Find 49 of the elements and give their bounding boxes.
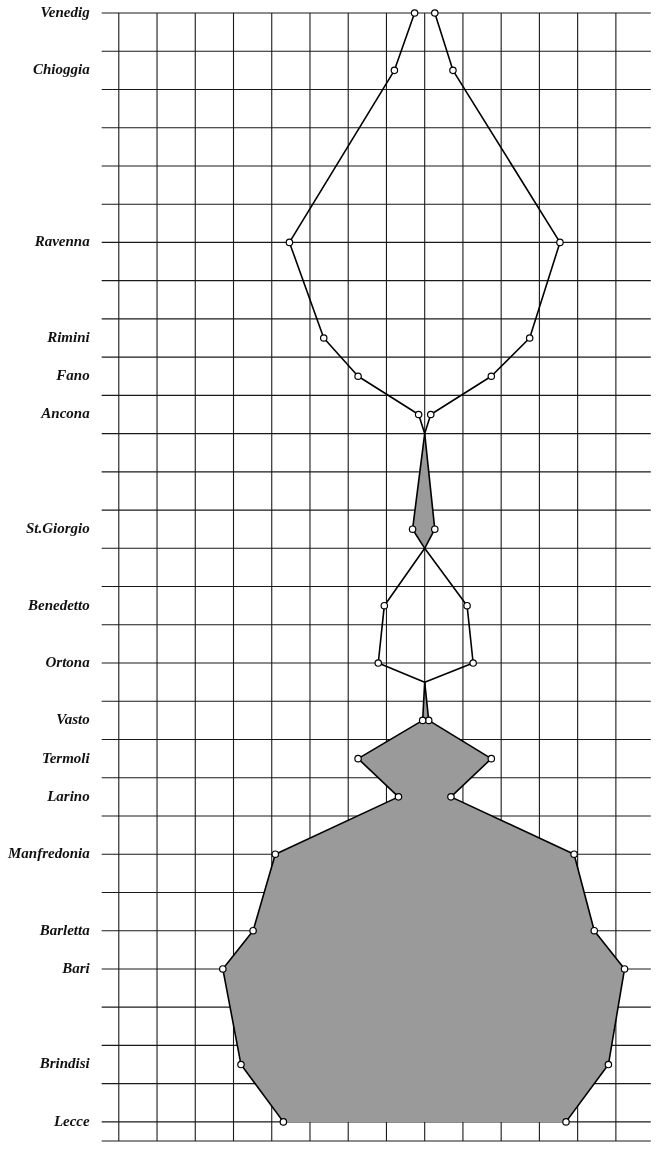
point [418,716,427,725]
y-tick-label: Venedig [40,3,91,20]
point [271,850,280,859]
point [525,334,534,342]
point [394,793,403,801]
y-tick-label: Brindisi [38,1055,91,1072]
point [426,410,435,419]
point [604,1060,613,1069]
point [279,1118,288,1126]
point [487,754,496,763]
point [590,926,599,935]
y-tick-label: Ravenna [33,233,91,250]
point [562,1118,570,1126]
point [430,9,439,17]
point [285,238,294,247]
point [414,410,423,419]
y-tick-label: Vasto [56,711,90,728]
point [424,716,433,725]
point [447,793,455,801]
point [487,372,496,381]
y-tick-label: Rimini [46,328,91,345]
point [354,754,362,763]
point [354,372,362,381]
y-tick-label: Fano [55,367,90,384]
point [390,66,399,75]
y-tick-label: Benedetto [27,596,90,613]
point [556,238,564,247]
point [463,601,471,610]
point [319,334,328,342]
y-tick-label: Termoli [41,749,91,766]
y-tick-label: Ortona [45,653,91,670]
y-tick-label: St.Giorgio [25,520,90,537]
point [449,66,457,75]
y-tick-label: Bari [61,959,91,976]
y-tick-label: Ancona [40,405,91,422]
y-tick-label: Lecce [52,1112,91,1129]
y-tick-label: Barletta [38,921,91,938]
point [620,965,629,973]
y-tick-label: Larino [46,787,90,804]
point [237,1060,245,1069]
point [249,926,257,935]
point [374,659,383,667]
y-tick-label: Chioggia [32,61,91,78]
point [410,9,419,17]
point [219,965,227,973]
point [380,601,389,610]
point [570,850,578,859]
point [469,659,477,667]
y-tick-label: Manfredonia [6,845,91,862]
